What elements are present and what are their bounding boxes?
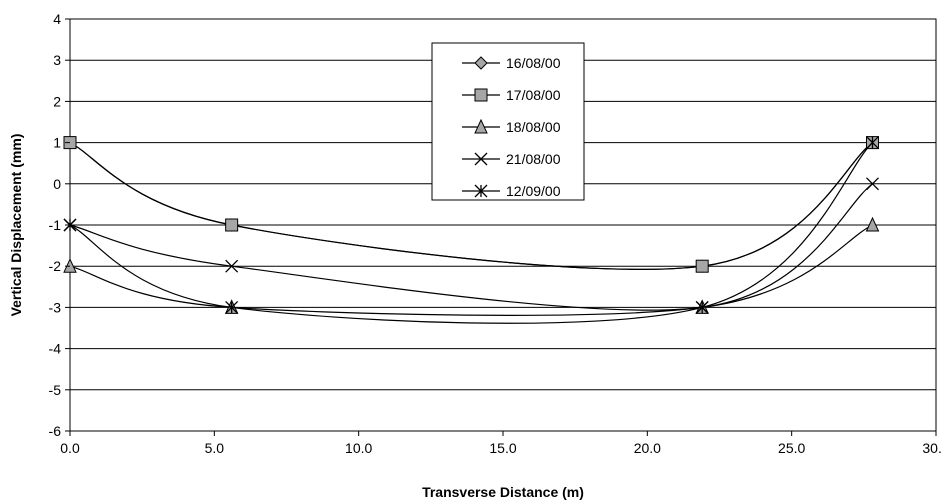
x-tick-label: 0.0 [60,440,80,456]
y-tick-label: 1 [53,135,61,151]
x-tick-label: 5.0 [205,440,225,456]
y-tick-label: -5 [49,382,62,398]
legend-label: 18/08/00 [506,119,561,135]
y-tick-label: -1 [49,217,62,233]
series-line [70,225,872,315]
y-tick-label: -4 [49,341,62,357]
legend-square-marker [475,89,487,101]
y-axis-title: Vertical Displacement (mm) [8,134,24,317]
x-tick-label: 30.0 [922,440,941,456]
x-tick-label: 10.0 [345,440,372,456]
y-tick-label: 0 [53,176,61,192]
series-line [70,184,872,310]
legend-label: 12/09/00 [506,183,561,199]
legend: 16/08/00 17/08/00 18/08/00 21/08/00 12/09/00 [432,43,584,200]
x-tick-label: 20.0 [634,440,661,456]
legend-entry: 17/08/00 [462,87,561,103]
y-tick-label: -3 [49,299,62,315]
x-tick-label: 15.0 [489,440,516,456]
y-tick-label: 2 [53,93,61,109]
x-axis-title: Transverse Distance (m) [422,484,584,500]
y-tick-label: -2 [49,258,62,274]
legend-label: 21/08/00 [506,151,561,167]
square-data-point [226,219,238,231]
y-tick-label: -6 [49,423,62,439]
x-tick-label: 25.0 [778,440,805,456]
square-data-point [696,260,708,272]
y-tick-label: 4 [53,11,61,27]
y-tick-label: 3 [53,52,61,68]
legend-label: 17/08/00 [506,87,561,103]
legend-label: 16/08/00 [506,55,561,71]
